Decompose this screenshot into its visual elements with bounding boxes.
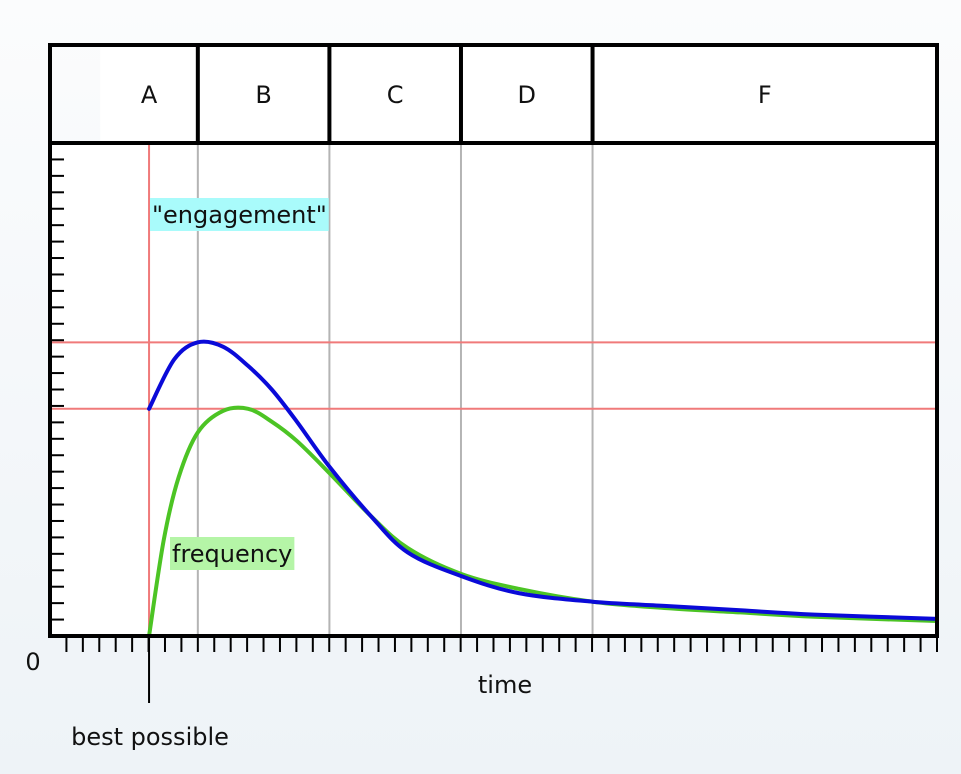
grade-band-f xyxy=(592,45,937,143)
curve-label-group: frequency xyxy=(170,537,295,570)
curve-label-engagement: "engagement" xyxy=(152,201,327,229)
axis-ticks xyxy=(50,158,938,703)
curves xyxy=(147,339,939,638)
grade-label-a: A xyxy=(141,81,158,109)
x-axis-label: time xyxy=(478,671,532,699)
grade-band-a xyxy=(100,45,198,143)
grade-label-b: B xyxy=(255,81,271,109)
origin-label: 0 xyxy=(25,648,40,676)
curve-label-highlight xyxy=(150,198,329,231)
curve-label-frequency: frequency xyxy=(172,540,292,568)
grade-band-c xyxy=(329,45,461,143)
grade-band-b xyxy=(197,45,330,143)
grade-label-f: F xyxy=(758,81,772,109)
series-line-engagement xyxy=(147,339,939,621)
grade-band-d xyxy=(460,45,593,143)
best-possible-label: best possible xyxy=(71,723,229,751)
grade-label-c: C xyxy=(387,81,404,109)
curve-label-group: "engagement" xyxy=(150,198,329,231)
grade-label-d: D xyxy=(518,81,536,109)
curve-label-highlight xyxy=(170,537,295,570)
labels: "engagement" frequency xyxy=(150,198,329,570)
